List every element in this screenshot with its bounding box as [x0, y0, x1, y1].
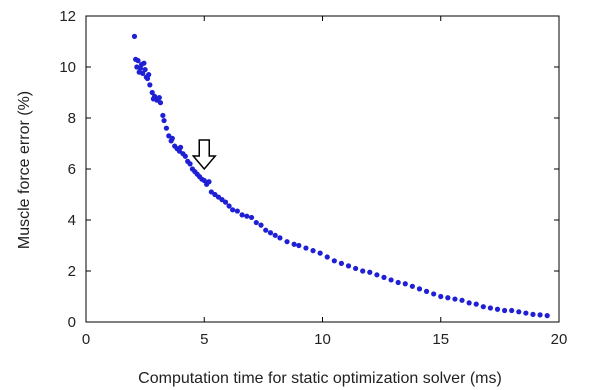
x-axis-label: Computation time for static optimization…: [138, 370, 502, 387]
y-axis-label: Muscle force error (%): [16, 91, 33, 249]
data-point: [206, 179, 212, 185]
data-point: [234, 208, 240, 214]
x-tick-label: 15: [432, 331, 449, 348]
data-point: [201, 177, 207, 184]
plot-area-frame: [85, 15, 560, 323]
data-point: [502, 307, 508, 314]
data-point: [487, 305, 494, 311]
y-tick-label: 4: [68, 212, 76, 229]
data-point: [169, 135, 175, 141]
data-point: [284, 239, 290, 245]
data-points: [131, 33, 550, 319]
data-point: [310, 248, 316, 254]
y-tick-label: 10: [59, 59, 76, 76]
data-point: [345, 263, 352, 269]
data-point: [161, 117, 167, 124]
data-point: [135, 58, 141, 64]
data-point: [142, 66, 148, 73]
data-point: [523, 310, 529, 316]
data-point: [544, 313, 550, 319]
data-point: [509, 307, 515, 314]
data-point: [291, 241, 297, 247]
annotation-arrow-icon: [191, 139, 217, 171]
data-point: [438, 293, 444, 300]
data-point: [388, 277, 394, 283]
data-point: [473, 301, 479, 307]
y-tick-label: 2: [68, 263, 76, 280]
data-point: [230, 207, 236, 213]
y-axis-ticks: 0 2 4 6 8 10 12: [59, 8, 559, 331]
data-point: [353, 265, 359, 272]
data-point: [222, 199, 229, 205]
data-point: [141, 60, 147, 66]
data-point: [367, 269, 373, 275]
data-point: [226, 203, 232, 209]
data-point: [178, 144, 184, 150]
data-point: [303, 245, 309, 251]
data-point: [402, 281, 408, 287]
data-point: [331, 258, 337, 264]
data-point: [160, 112, 166, 119]
data-point: [537, 312, 543, 318]
data-point: [431, 291, 437, 297]
y-tick-label: 6: [68, 161, 76, 178]
data-point: [296, 242, 302, 249]
data-point: [494, 306, 501, 312]
data-point: [338, 260, 345, 266]
data-point: [516, 309, 522, 315]
data-point: [324, 254, 330, 260]
y-tick-label: 0: [68, 314, 76, 331]
data-point: [416, 286, 423, 292]
data-point: [395, 279, 401, 286]
x-tick-label: 0: [82, 331, 90, 348]
data-point: [147, 82, 153, 88]
data-point: [253, 219, 259, 226]
data-point: [445, 295, 451, 301]
data-point: [239, 212, 245, 218]
x-tick-label: 20: [551, 331, 568, 348]
data-point: [263, 227, 269, 233]
data-point: [163, 125, 170, 131]
data-point: [187, 161, 193, 167]
data-point: [151, 93, 158, 99]
data-point: [466, 300, 472, 306]
data-point: [480, 304, 486, 310]
data-point: [381, 274, 387, 280]
data-point: [156, 95, 162, 101]
data-point: [131, 33, 138, 40]
data-point: [452, 296, 458, 302]
x-tick-label: 5: [200, 331, 208, 348]
y-tick-label: 8: [68, 110, 76, 127]
data-point: [157, 100, 164, 106]
data-point: [423, 288, 430, 294]
data-point: [140, 70, 146, 76]
data-point: [459, 297, 465, 303]
data-point: [244, 213, 250, 219]
y-tick-label: 12: [59, 8, 76, 25]
data-point: [409, 283, 415, 289]
data-point: [149, 89, 155, 96]
x-axis-ticks: 0 5 10 15 20: [82, 16, 568, 348]
data-point: [182, 153, 188, 159]
data-point: [258, 222, 264, 228]
data-point: [277, 235, 283, 241]
data-point: [272, 232, 278, 238]
data-point: [146, 72, 152, 78]
data-point: [530, 311, 536, 317]
data-point: [248, 214, 255, 221]
data-point: [374, 272, 380, 278]
data-point: [317, 250, 323, 256]
x-tick-label: 10: [314, 331, 331, 348]
data-point: [360, 268, 366, 274]
data-point: [267, 230, 274, 236]
